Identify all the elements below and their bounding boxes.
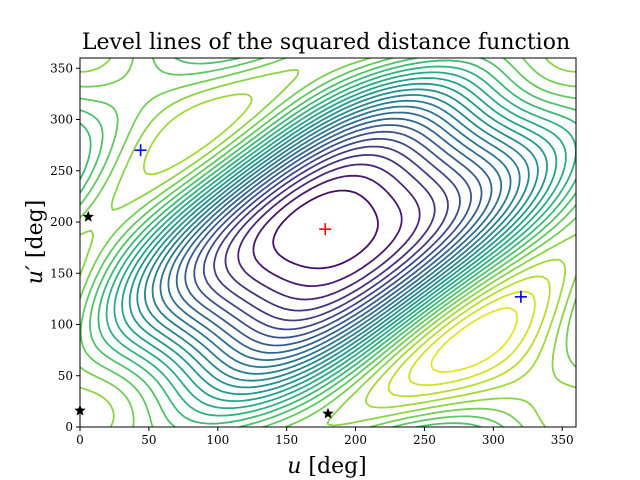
y-tick-label: 200 xyxy=(50,215,73,229)
contour-level-line xyxy=(184,124,483,347)
contour-level-line xyxy=(193,130,472,339)
contour-level-line xyxy=(237,163,421,301)
y-axis-ticks: 0 50 100 150 200 250 300 350 xyxy=(50,61,80,434)
y-tick-label: 50 xyxy=(58,369,73,383)
saddle-star-marker xyxy=(322,407,334,419)
contour-level-line xyxy=(175,117,493,354)
y-tick-label: 300 xyxy=(50,113,73,127)
contour-level-line xyxy=(80,58,576,427)
contour-level-line xyxy=(113,71,567,410)
x-axis-label-symbol: u xyxy=(287,454,301,479)
contour-level-line xyxy=(408,290,536,387)
x-axis-label: u [deg] xyxy=(287,454,367,479)
minimum-plus-marker xyxy=(134,144,147,157)
contour-level-line xyxy=(128,82,548,396)
x-axis-label-unit: [deg] xyxy=(301,454,366,479)
contour-level-line xyxy=(252,174,403,287)
y-axis-label-unit: [deg] xyxy=(23,200,48,265)
x-tick-label: 300 xyxy=(482,433,505,447)
y-tick-label: 250 xyxy=(50,164,73,178)
contour-level-line xyxy=(121,77,558,402)
x-tick-label: 250 xyxy=(413,433,436,447)
contour-level-line xyxy=(143,93,567,409)
y-axis-label: u′ [deg] xyxy=(23,200,48,285)
contour-level-line xyxy=(272,189,379,270)
contour-level-line xyxy=(80,58,576,427)
contour-lines xyxy=(80,58,576,427)
contour-level-line xyxy=(213,145,449,322)
contour-level-line xyxy=(80,59,576,425)
marker-group xyxy=(74,144,527,419)
x-tick-label: 0 xyxy=(76,433,84,447)
contour-level-line xyxy=(151,99,521,375)
contour-level-line xyxy=(80,58,576,427)
maximum-plus-marker xyxy=(319,223,332,236)
contour-level-line xyxy=(167,111,503,361)
contour-level-line xyxy=(136,88,539,389)
plot-frame xyxy=(79,57,577,428)
contour-level-line xyxy=(202,137,461,331)
x-axis-ticks: 0 50 100 150 200 250 300 350 xyxy=(76,427,574,447)
x-tick-label: 200 xyxy=(344,433,367,447)
y-tick-label: 0 xyxy=(65,420,73,434)
contour-level-line xyxy=(144,94,530,382)
x-tick-label: 100 xyxy=(206,433,229,447)
y-tick-label: 350 xyxy=(50,61,73,75)
contour-level-line xyxy=(224,154,436,312)
chart-title: Level lines of the squared distance func… xyxy=(82,30,570,55)
contour-level-line xyxy=(159,105,512,368)
y-tick-label: 100 xyxy=(50,318,73,332)
x-tick-label: 350 xyxy=(551,433,574,447)
contour-level-line xyxy=(105,65,576,417)
x-tick-label: 50 xyxy=(141,433,156,447)
contour-level-line xyxy=(430,307,518,373)
x-tick-label: 150 xyxy=(275,433,298,447)
contour-level-line xyxy=(80,58,576,427)
saddle-star-marker xyxy=(82,210,94,222)
y-axis-label-symbol: u′ xyxy=(23,265,48,284)
minimum-plus-marker xyxy=(514,290,527,303)
contour-level-line xyxy=(387,275,551,398)
y-tick-label: 150 xyxy=(50,266,73,280)
